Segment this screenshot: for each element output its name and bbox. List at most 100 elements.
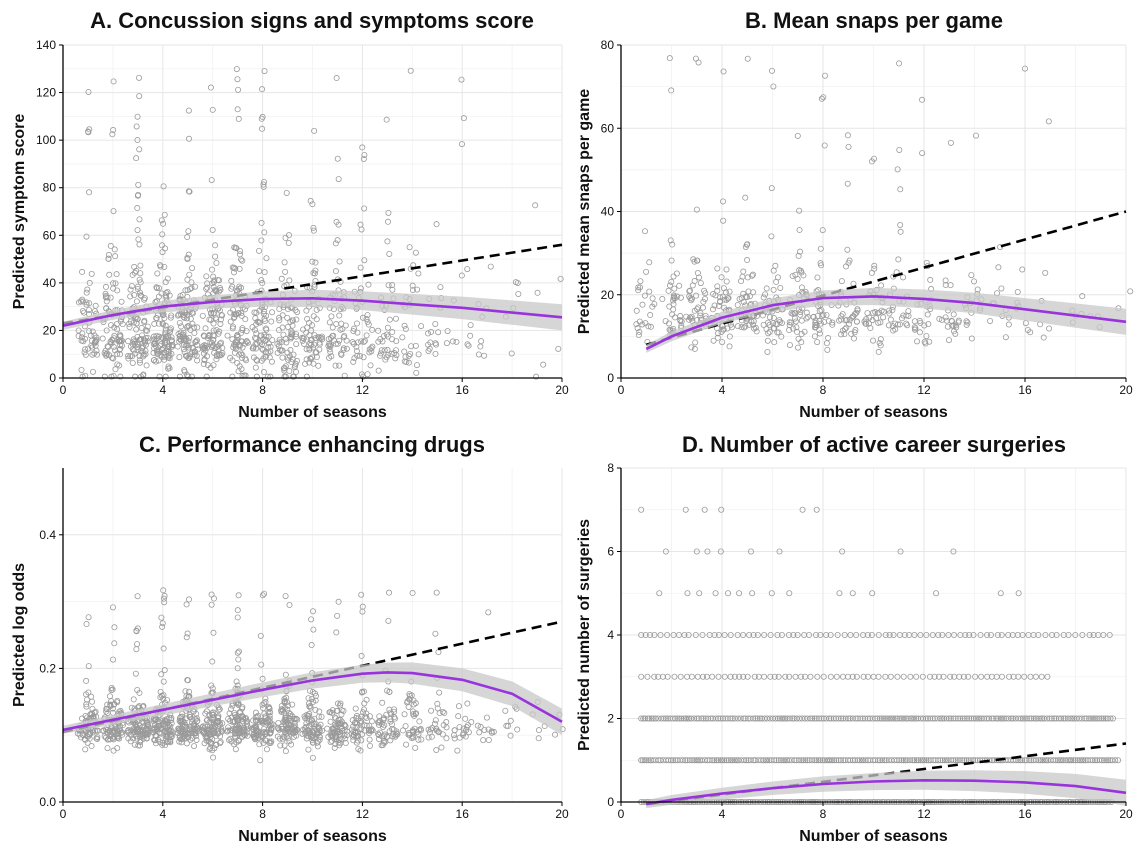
data-point — [315, 362, 322, 369]
data-point — [723, 757, 730, 764]
data-point — [134, 113, 141, 120]
data-point — [135, 742, 142, 749]
data-point — [1083, 715, 1090, 722]
data-point — [316, 341, 323, 348]
data-point — [225, 724, 232, 731]
data-point — [83, 677, 90, 684]
data-point — [103, 305, 110, 312]
data-point — [923, 757, 930, 764]
data-point — [425, 347, 432, 354]
data-point — [691, 307, 698, 314]
data-point — [911, 632, 918, 639]
data-point — [391, 706, 398, 713]
data-point — [279, 354, 286, 361]
data-point — [114, 699, 121, 706]
data-point — [259, 592, 266, 599]
data-point — [313, 739, 320, 746]
data-point — [943, 715, 950, 722]
data-point — [432, 630, 439, 637]
data-point — [838, 278, 845, 285]
data-point — [207, 84, 214, 91]
data-point — [83, 691, 90, 698]
data-point — [193, 736, 200, 743]
data-point — [92, 339, 99, 346]
data-point — [176, 338, 183, 345]
data-point — [278, 275, 285, 282]
data-point — [405, 703, 412, 710]
data-point — [353, 320, 360, 327]
data-point — [665, 287, 672, 294]
data-point — [453, 338, 460, 345]
data-point — [456, 734, 463, 741]
data-point — [641, 757, 648, 764]
data-point — [1035, 757, 1042, 764]
data-point — [332, 736, 339, 743]
data-point — [234, 339, 241, 346]
data-point — [795, 252, 802, 259]
data-point — [819, 757, 826, 764]
data-point — [354, 329, 361, 336]
y-tick-label: 40 — [43, 276, 57, 290]
data-point — [136, 742, 143, 749]
data-point — [109, 604, 116, 611]
data-point — [286, 277, 293, 284]
data-point — [833, 757, 840, 764]
data-point — [898, 757, 905, 764]
data-point — [817, 320, 824, 327]
data-point — [924, 311, 931, 318]
data-point — [851, 311, 858, 318]
data-point — [1092, 757, 1099, 764]
data-point — [218, 311, 225, 318]
data-point — [483, 714, 490, 721]
data-point — [293, 715, 300, 722]
data-point — [199, 312, 206, 319]
data-point — [329, 324, 336, 331]
data-point — [178, 718, 185, 725]
data-point — [669, 241, 676, 248]
data-point — [176, 373, 183, 380]
data-point — [136, 93, 143, 100]
x-axis-label: Number of seasons — [238, 404, 387, 421]
data-point — [192, 716, 199, 723]
data-point — [756, 715, 763, 722]
data-point — [194, 324, 201, 331]
data-point — [253, 373, 260, 380]
data-point — [128, 283, 135, 290]
data-point — [94, 734, 101, 741]
data-point — [390, 730, 397, 737]
data-point — [773, 757, 780, 764]
data-point — [101, 373, 108, 380]
data-point — [443, 340, 450, 347]
data-point — [236, 265, 243, 272]
data-point — [141, 318, 148, 325]
data-point — [111, 640, 118, 647]
data-point — [1086, 715, 1093, 722]
data-point — [235, 115, 242, 122]
data-point — [763, 326, 770, 333]
data-point — [391, 708, 398, 715]
data-point — [129, 353, 136, 360]
data-point — [435, 649, 442, 656]
data-point — [193, 718, 200, 725]
data-point — [310, 313, 317, 320]
data-point — [106, 271, 113, 278]
data-point — [700, 715, 707, 722]
data-point — [338, 720, 345, 727]
data-point — [183, 740, 190, 747]
data-point — [1052, 757, 1059, 764]
data-point — [727, 632, 734, 639]
data-point — [1074, 757, 1081, 764]
data-point — [351, 325, 358, 332]
data-point — [714, 334, 721, 341]
data-point — [760, 321, 767, 328]
data-point — [465, 729, 472, 736]
data-point — [82, 346, 89, 353]
quadratic-fit-line — [645, 295, 1127, 351]
data-point — [375, 719, 382, 726]
data-point — [303, 346, 310, 353]
data-point — [1048, 715, 1055, 722]
data-point — [185, 338, 192, 345]
data-point — [834, 632, 841, 639]
data-point — [839, 548, 846, 555]
data-point — [256, 268, 263, 275]
